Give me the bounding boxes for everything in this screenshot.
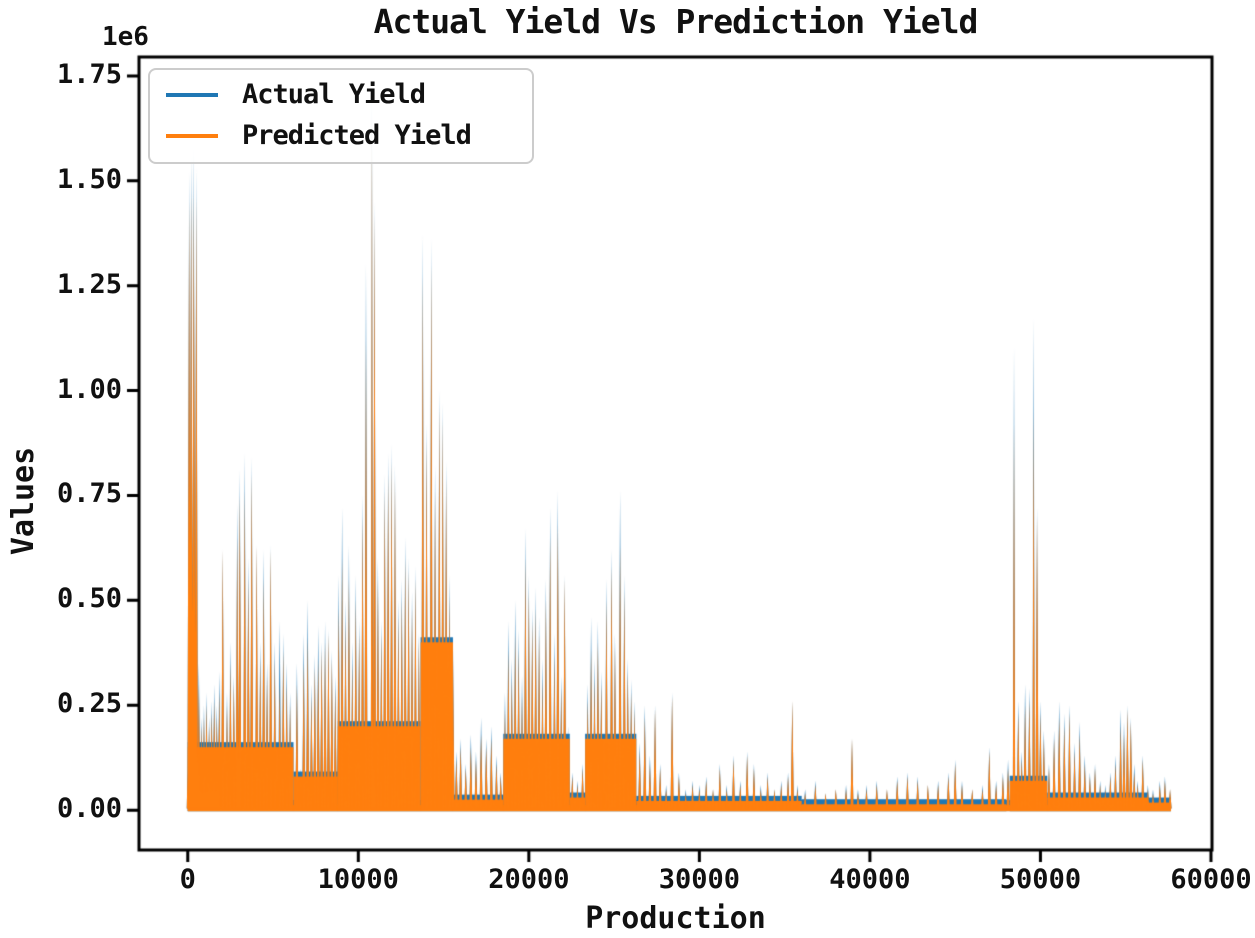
y-tick-label: 0.00	[56, 793, 122, 825]
actual-yield-line-swatch	[166, 92, 218, 97]
x-axis-label: Production	[585, 901, 766, 936]
y-axis-offset-text: 1e6	[102, 22, 149, 52]
x-tick-label: 30000	[658, 864, 740, 895]
y-tick-label: 1.25	[56, 268, 122, 300]
y-tick-label: 1.00	[56, 373, 122, 405]
x-tick-label: 0	[179, 864, 196, 895]
y-tick-label: 0.25	[56, 688, 122, 720]
predicted-yield-line-swatch	[166, 133, 218, 138]
chart-title: Actual Yield Vs Prediction Yield	[373, 2, 979, 41]
x-tick-label: 40000	[829, 864, 911, 895]
y-tick-label: 0.50	[56, 583, 122, 615]
x-tick-label: 20000	[488, 864, 570, 895]
legend-item-predicted: Predicted Yield	[166, 120, 532, 151]
x-tick-label: 50000	[999, 864, 1082, 895]
x-tick-label: 10000	[317, 864, 399, 895]
legend-label-predicted: Predicted Yield	[242, 120, 472, 151]
y-tick-label: 0.75	[56, 478, 122, 510]
y-tick-label: 1.50	[56, 163, 122, 195]
legend-label-actual: Actual Yield	[242, 79, 426, 110]
x-tick-label: 60000	[1170, 864, 1252, 895]
legend: Actual Yield Predicted Yield	[148, 68, 534, 164]
y-tick-label: 1.75	[56, 58, 122, 90]
legend-item-actual: Actual Yield	[166, 79, 532, 110]
